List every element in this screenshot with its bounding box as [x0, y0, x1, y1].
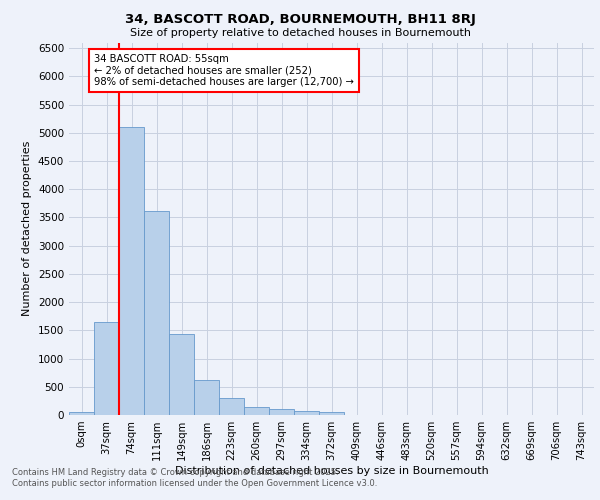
- Bar: [319, 412, 344, 415]
- Bar: [244, 407, 269, 415]
- Bar: [194, 380, 219, 415]
- Bar: [94, 322, 119, 415]
- Bar: [269, 410, 294, 415]
- Bar: [69, 412, 94, 415]
- Text: Contains HM Land Registry data © Crown copyright and database right 2025.
Contai: Contains HM Land Registry data © Crown c…: [12, 468, 377, 487]
- Bar: [144, 210, 169, 415]
- Bar: [119, 127, 144, 415]
- Text: 34, BASCOTT ROAD, BOURNEMOUTH, BH11 8RJ: 34, BASCOTT ROAD, BOURNEMOUTH, BH11 8RJ: [125, 12, 475, 26]
- Text: Size of property relative to detached houses in Bournemouth: Size of property relative to detached ho…: [130, 28, 470, 38]
- Text: 34 BASCOTT ROAD: 55sqm
← 2% of detached houses are smaller (252)
98% of semi-det: 34 BASCOTT ROAD: 55sqm ← 2% of detached …: [94, 54, 354, 87]
- Y-axis label: Number of detached properties: Number of detached properties: [22, 141, 32, 316]
- Bar: [169, 334, 194, 415]
- Bar: [294, 412, 319, 415]
- X-axis label: Distribution of detached houses by size in Bournemouth: Distribution of detached houses by size …: [175, 466, 488, 476]
- Bar: [219, 398, 244, 415]
